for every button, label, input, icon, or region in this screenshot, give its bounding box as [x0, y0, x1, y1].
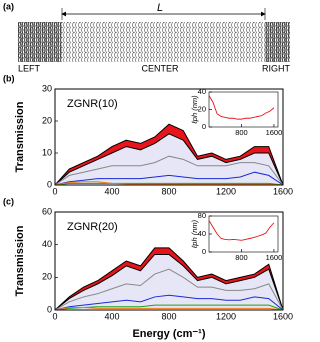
x-tick-label: 0 [52, 312, 57, 322]
inset-y-label: ℓph (nm) [190, 95, 199, 125]
x-tick-label: 1600 [266, 253, 283, 262]
inset-y-label: ℓph (nm) [190, 219, 199, 249]
y-axis-label: Transmission [14, 225, 26, 296]
x-tick-label: 400 [104, 312, 119, 322]
area [55, 133, 283, 185]
ribbon-lead [18, 22, 62, 62]
y-tick-label: 20 [42, 115, 52, 125]
y-tick-label: 10 [42, 147, 52, 157]
plot-frame [54, 88, 284, 186]
y-tick-label: 80 [198, 211, 206, 220]
line [54, 155, 284, 186]
x-tick-label: 1600 [273, 187, 293, 197]
line [54, 182, 284, 186]
y-axis-label: Transmission [14, 101, 26, 172]
x-tick-label: 1600 [266, 128, 283, 137]
panel-label: (b) [3, 73, 15, 83]
x-tick-label: 1200 [216, 312, 236, 322]
y-tick-label: 60 [42, 206, 52, 216]
plot-frame [208, 91, 279, 128]
x-axis-label: Energy (cm⁻¹) [132, 328, 205, 340]
x-tick-label: 1200 [216, 187, 236, 197]
line [54, 181, 284, 186]
line [54, 133, 284, 186]
y-tick-label: 0 [202, 122, 206, 131]
line [54, 307, 284, 311]
length-label: L [157, 2, 163, 14]
plot-frame [208, 215, 279, 253]
ribbon [18, 22, 290, 62]
y-tick-label: 20 [198, 104, 206, 113]
line [54, 294, 284, 311]
plot-frame [54, 211, 284, 311]
y-tick-label: 30 [42, 83, 52, 93]
chart-title: ZGNR(20) [67, 221, 118, 233]
inset-line [208, 95, 275, 120]
x-tick-label: 400 [104, 187, 119, 197]
area [55, 254, 283, 310]
y-tick-label: 20 [42, 272, 52, 282]
x-tick-label: 800 [161, 187, 176, 197]
position-label: CENTER [141, 63, 179, 73]
y-tick-label: 0 [47, 179, 52, 189]
inset-line [208, 220, 275, 241]
ribbon-lead [265, 22, 290, 62]
position-label: LEFT [18, 63, 41, 73]
line [54, 268, 284, 311]
x-tick-label: 800 [235, 128, 248, 137]
x-tick-label: 0 [52, 187, 57, 197]
line [54, 123, 284, 186]
line [54, 253, 284, 311]
y-tick-label: 0 [202, 247, 206, 256]
y-tick-label: 40 [42, 239, 52, 249]
line [54, 247, 284, 311]
panel-label: (c) [3, 196, 14, 206]
x-tick-label: 800 [235, 253, 248, 262]
panel-label: (a) [3, 1, 14, 11]
chart-title: ZGNR(10) [67, 98, 118, 110]
schematic: (a) L LEFT CENTER RIGHT [3, 1, 291, 73]
x-tick-label: 800 [161, 312, 176, 322]
y-tick-label: 0 [47, 304, 52, 314]
line [54, 304, 284, 311]
position-label: RIGHT [262, 63, 291, 73]
line [54, 171, 284, 186]
x-tick-label: 1600 [273, 312, 293, 322]
y-tick-label: 40 [198, 229, 206, 238]
y-tick-label: 40 [198, 87, 206, 96]
